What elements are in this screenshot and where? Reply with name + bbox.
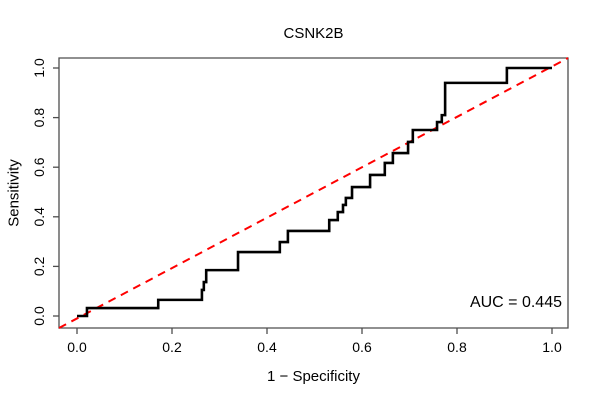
chart-title: CSNK2B [283, 25, 344, 42]
x-tick-label: 1.0 [542, 339, 562, 355]
y-tick-label: 0.6 [31, 157, 47, 177]
chance-diagonal-line [58, 57, 569, 329]
y-tick-label: 0.0 [31, 306, 47, 326]
plot-box [58, 57, 569, 329]
x-axis-title: 1 − Specificity [267, 368, 360, 385]
y-tick-label: 0.8 [31, 108, 47, 128]
y-tick-label: 0.2 [31, 256, 47, 276]
y-axis-title: Sensitivity [5, 159, 23, 227]
x-tick-label: 0.0 [67, 339, 87, 355]
x-tick-label: 0.6 [352, 339, 372, 355]
roc-curve [77, 66, 552, 318]
x-tick-label: 0.4 [257, 339, 277, 355]
x-tick-label: 0.8 [447, 339, 467, 355]
y-tick-label: 0.4 [31, 207, 47, 227]
auc-annotation: AUC = 0.445 [469, 294, 562, 311]
y-tick-label: 1.0 [31, 58, 47, 78]
x-tick-label: 0.2 [162, 339, 182, 355]
